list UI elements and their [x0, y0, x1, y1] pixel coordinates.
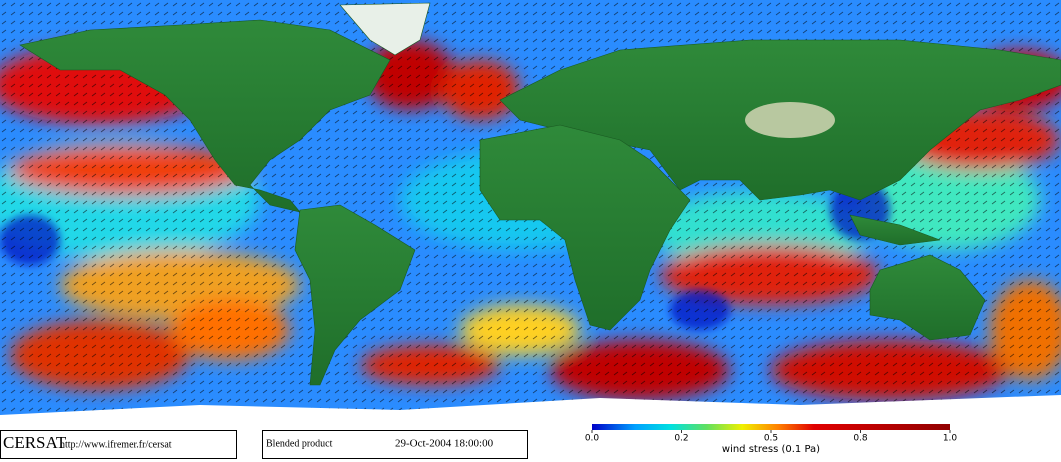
colorbar-tick-label: 0.2 — [674, 434, 688, 444]
colorbar-tick-label: 0.8 — [853, 434, 868, 444]
footer: CERSAT http://www.ifremer.fr/cersat Blen… — [0, 430, 528, 459]
colorbar-tick-label: 0.0 — [585, 434, 600, 444]
logo: CERSAT — [3, 433, 67, 452]
colorbar-tick-label: 1.0 — [943, 434, 958, 444]
product-box — [262, 430, 528, 459]
timestamp: 29-Oct-2004 18:00:00 — [395, 438, 494, 450]
product: Blended product — [266, 438, 333, 449]
colorbar: wind stress (0.1 Pa) 0.0 0.2 0.5 0.8 1.0 — [585, 424, 958, 455]
colorbar-gradient — [592, 424, 950, 430]
info-box — [0, 430, 237, 459]
colorbar-tick-label: 0.5 — [764, 434, 778, 444]
landmasses — [19, 2, 1061, 386]
url: http://www.ifremer.fr/cersat — [60, 439, 172, 450]
colorbar-label: wind stress (0.1 Pa) — [722, 444, 820, 455]
